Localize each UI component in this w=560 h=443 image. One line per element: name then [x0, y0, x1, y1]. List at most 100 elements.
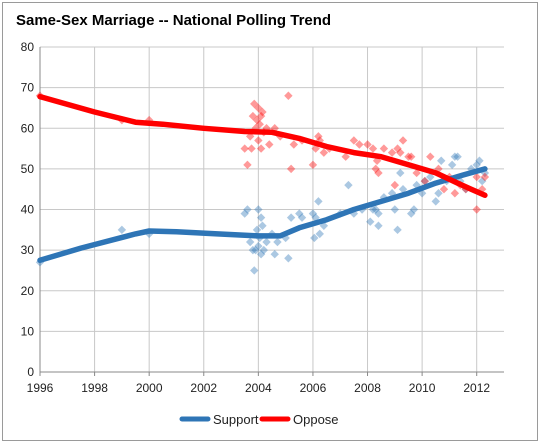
oppose-point	[248, 111, 258, 121]
oppose-legend-label: Oppose	[293, 412, 339, 427]
support-point	[245, 237, 255, 247]
oppose-point	[480, 172, 490, 182]
oppose-point	[243, 160, 252, 170]
oppose-point	[374, 168, 383, 178]
oppose-point	[472, 172, 481, 182]
support-trend-line	[37, 166, 488, 264]
support-point	[240, 209, 249, 218]
oppose-point	[404, 152, 413, 161]
x-tick-label: 1998	[81, 381, 108, 395]
oppose-point	[286, 164, 296, 174]
x-tick-label: 2002	[190, 381, 217, 395]
oppose-point	[254, 136, 263, 145]
support-point	[374, 221, 383, 230]
x-tick-label: 1996	[27, 381, 54, 395]
support-point	[472, 160, 481, 170]
oppose-point	[255, 119, 264, 129]
support-point	[379, 193, 389, 202]
support-point	[310, 233, 319, 243]
support-point	[281, 233, 290, 243]
support-point	[252, 225, 262, 235]
oppose-point	[439, 184, 449, 194]
y-tick-label: 20	[21, 284, 35, 298]
support-point	[243, 205, 252, 214]
support-point	[368, 205, 378, 214]
support-point	[393, 225, 402, 235]
oppose-point	[450, 189, 460, 198]
oppose-point	[472, 205, 481, 214]
support-point	[409, 205, 419, 214]
oppose-point	[355, 140, 364, 149]
axes	[39, 47, 504, 376]
oppose-point	[387, 148, 397, 157]
support-point	[412, 180, 421, 190]
support-point	[447, 160, 457, 170]
support-point	[273, 237, 282, 247]
support-point	[387, 189, 397, 198]
oppose-point	[371, 164, 380, 174]
support-point	[256, 249, 266, 259]
support-point	[314, 197, 323, 206]
support-point	[251, 245, 260, 255]
oppose-point	[368, 144, 378, 153]
support-point	[258, 221, 267, 230]
support-point	[398, 184, 408, 194]
support-point	[477, 176, 487, 186]
y-tick-label: 60	[21, 121, 35, 135]
legend: Support Oppose	[179, 412, 339, 427]
support-point	[254, 205, 263, 214]
oppose-point	[319, 148, 329, 157]
support-point	[426, 172, 435, 182]
trend-lines	[37, 93, 488, 264]
oppose-point	[256, 111, 266, 121]
support-point	[254, 241, 263, 251]
support-point	[319, 221, 329, 230]
support-point	[248, 245, 258, 255]
support-point	[420, 176, 430, 186]
oppose-point	[240, 144, 249, 153]
support-point	[366, 217, 375, 226]
support-point	[284, 254, 293, 263]
oppose-point	[245, 132, 255, 141]
chart-title: Same-Sex Marriage -- National Polling Tr…	[16, 12, 332, 29]
support-point	[270, 249, 279, 259]
support-point	[407, 209, 416, 218]
oppose-point	[289, 140, 299, 149]
support-point	[390, 205, 400, 214]
x-tick-label: 2004	[245, 381, 272, 395]
oppose-point	[314, 132, 323, 141]
oppose-point	[393, 144, 402, 153]
support-point	[315, 229, 324, 239]
oppose-point	[363, 140, 372, 149]
y-tick-label: 40	[21, 203, 35, 217]
support-point	[297, 213, 307, 222]
oppose-point	[390, 180, 400, 190]
oppose-point	[477, 184, 487, 194]
oppose-point	[250, 99, 259, 109]
oppose-point	[284, 91, 293, 100]
y-tick-label: 80	[21, 40, 35, 54]
support-point	[286, 213, 296, 222]
support-point	[117, 225, 127, 235]
support-point	[450, 152, 460, 161]
y-tick-label: 0	[27, 365, 34, 379]
support-point	[475, 156, 484, 165]
oppose-point	[420, 176, 430, 186]
oppose-point	[341, 152, 350, 161]
data-points	[35, 91, 490, 275]
support-point	[262, 237, 271, 247]
y-tick-labels: 0 10 20 30 40 50 60 70 80	[21, 40, 35, 379]
oppose-point	[308, 160, 318, 170]
support-point	[349, 209, 359, 218]
support-point	[295, 209, 304, 218]
oppose-point	[265, 140, 274, 149]
x-tick-label: 2008	[354, 381, 381, 395]
x-tick-label: 2006	[300, 381, 327, 395]
oppose-point	[396, 148, 405, 157]
oppose-point	[398, 136, 408, 145]
oppose-point	[256, 144, 266, 153]
oppose-point	[412, 168, 421, 178]
x-tick-label: 2000	[136, 381, 163, 395]
y-tick-label: 10	[21, 324, 35, 338]
